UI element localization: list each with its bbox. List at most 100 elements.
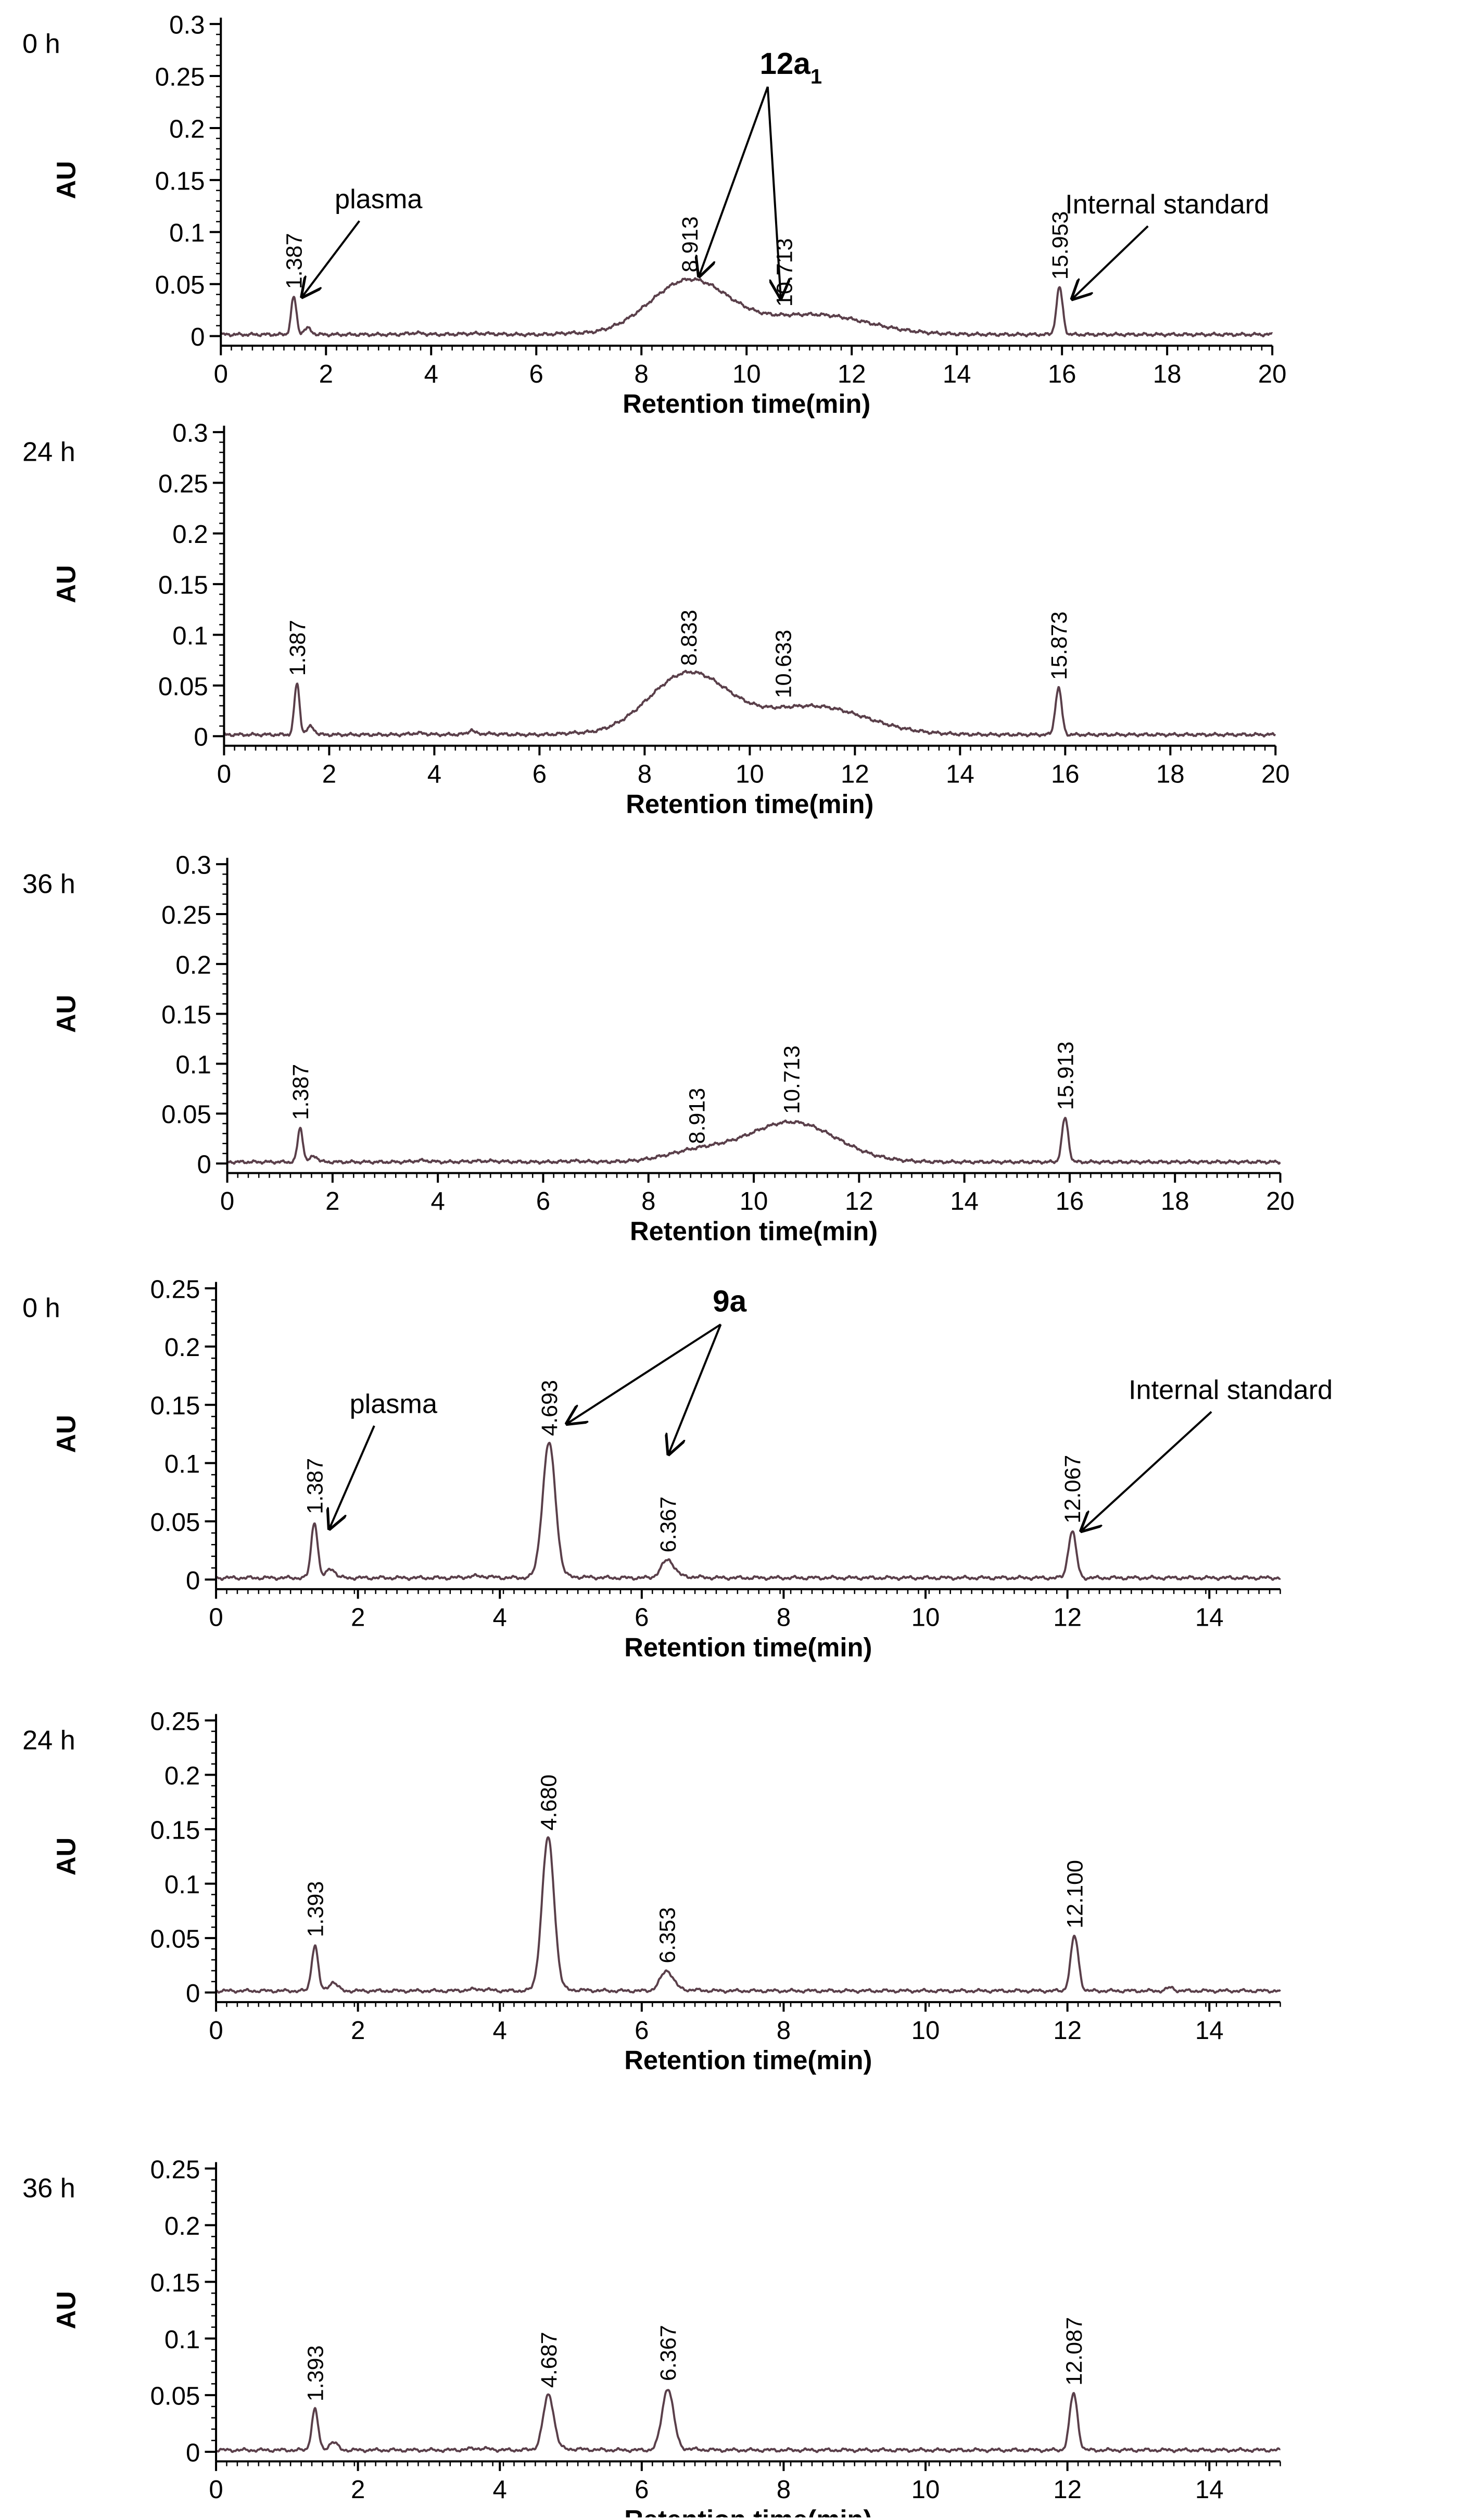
x-tick-label: 6 <box>635 1603 649 1632</box>
x-tick-label: 12 <box>1053 1603 1082 1632</box>
time-point-label: 36 h <box>22 869 75 900</box>
chromatogram-trace <box>223 669 1276 738</box>
x-tick-label: 10 <box>911 2016 940 2045</box>
x-tick-label: 12 <box>1053 2475 1082 2504</box>
y-tick-label: 0.25 <box>150 1275 200 1303</box>
y-tick-label: 0.15 <box>155 167 205 195</box>
chromatogram-panel: 0 2 4 6 8 10 12 14 0 0.05 0.1 0.15 0.2 0.25 Retention … <box>22 2155 1281 2520</box>
y-tick-label: 0.05 <box>150 1925 200 1954</box>
x-tick-label: 2 <box>319 360 333 388</box>
x-tick-label: 12 <box>841 759 869 788</box>
chromatogram-panel: 0 2 4 6 8 10 12 14 0 0.05 0.1 0.15 0.2 0.25 Retention … <box>22 1275 1333 1662</box>
x-tick-label: 14 <box>943 360 971 388</box>
peak-label: 10.713 <box>772 238 797 307</box>
x-tick-label: 16 <box>1051 759 1080 788</box>
peak-label: 12.087 <box>1062 2317 1087 2386</box>
y-tick-label: 0.1 <box>164 2325 200 2354</box>
x-tick-label: 4 <box>430 1187 445 1215</box>
x-tick-label: 0 <box>209 1603 223 1632</box>
chromatogram-panel: 0 2 4 6 8 10 12 14 16 18 20 0 0.05 0.1 0.15 0.2 0.25 0.3 R… <box>22 11 1286 419</box>
y-tick-label: 0.1 <box>175 1050 211 1079</box>
y-axis-label: AU <box>51 565 81 603</box>
compound-label: 12a1 <box>759 47 822 88</box>
y-axis-label: AU <box>51 161 81 199</box>
x-tick-label: 18 <box>1156 759 1185 788</box>
y-tick-label: 0.05 <box>155 271 205 299</box>
time-point-label: 36 h <box>22 2173 75 2204</box>
chromatogram-panel: 0 2 4 6 8 10 12 14 16 18 20 0 0.05 0.1 0.15 0.2 0.25 0.3 R… <box>22 851 1295 1246</box>
peak-label: 4.687 <box>537 2332 562 2388</box>
x-tick-label: 14 <box>946 759 974 788</box>
chromatogram-panel: 0 2 4 6 8 10 12 14 16 18 20 0 0.05 0.1 0.15 0.2 0.25 0.3 R… <box>22 419 1290 819</box>
x-tick-label: 14 <box>950 1187 979 1215</box>
y-tick-label: 0.05 <box>161 1100 211 1129</box>
x-tick-label: 12 <box>1053 2016 1082 2045</box>
x-tick-label: 6 <box>536 1187 550 1215</box>
x-tick-label: 4 <box>427 759 441 788</box>
peak-label: 8.913 <box>685 1088 710 1144</box>
compound-label: 9a <box>713 1285 746 1319</box>
x-tick-label: 0 <box>209 2475 223 2504</box>
peak-label: 15.873 <box>1047 612 1072 680</box>
peak-label: 12.100 <box>1063 1860 1088 1929</box>
compound-arrow <box>699 86 769 276</box>
y-tick-label: 0.15 <box>158 571 208 600</box>
y-tick-label: 0.2 <box>164 1762 200 1790</box>
peak-label: 1.387 <box>282 233 307 289</box>
annotation-arrow <box>330 1425 375 1528</box>
x-tick-label: 2 <box>351 2016 365 2045</box>
x-tick-label: 2 <box>322 759 336 788</box>
y-tick-label: 0.25 <box>150 2155 200 2184</box>
x-tick-label: 6 <box>533 759 547 788</box>
x-axis-label: Retention time(min) <box>630 1217 878 1246</box>
y-axis-label: AU <box>51 1415 81 1453</box>
x-tick-label: 2 <box>351 2475 365 2504</box>
y-tick-label: 0.2 <box>164 1333 200 1362</box>
compound-arrow <box>669 1324 722 1453</box>
chromatogram-trace <box>220 277 1273 338</box>
y-tick-label: 0.05 <box>158 672 208 701</box>
y-tick-label: 0 <box>197 1150 211 1179</box>
y-tick-label: 0 <box>194 723 208 752</box>
x-axis-label: Retention time(min) <box>623 389 870 419</box>
peak-label: 1.387 <box>288 1064 313 1120</box>
x-tick-label: 14 <box>1195 2475 1224 2504</box>
y-tick-label: 0.2 <box>164 2212 200 2240</box>
x-tick-label: 12 <box>845 1187 873 1215</box>
x-tick-label: 6 <box>635 2475 649 2504</box>
y-tick-label: 0.25 <box>161 901 211 929</box>
peak-label: 6.367 <box>656 2325 681 2381</box>
x-tick-label: 16 <box>1056 1187 1084 1215</box>
x-tick-label: 6 <box>529 360 543 388</box>
x-axis-label: Retention time(min) <box>624 2045 872 2075</box>
y-tick-label: 0.25 <box>158 470 208 498</box>
y-tick-label: 0.1 <box>164 1870 200 1899</box>
chromatogram-panel: 0 2 4 6 8 10 12 14 0 0.05 0.1 0.15 0.2 0.25 Retention … <box>22 1707 1282 2075</box>
annotation-label: plasma <box>335 184 423 214</box>
chromatogram-trace <box>216 2389 1281 2453</box>
x-tick-label: 8 <box>638 759 652 788</box>
x-tick-label: 10 <box>732 360 761 388</box>
peak-label: 6.353 <box>655 1907 680 1964</box>
x-tick-label: 8 <box>635 360 649 388</box>
y-tick-label: 0.2 <box>169 115 205 143</box>
chromatogram-trace <box>216 1836 1282 1994</box>
x-tick-label: 2 <box>351 1603 365 1632</box>
x-tick-label: 8 <box>777 2016 791 2045</box>
y-axis-label: AU <box>51 1838 81 1876</box>
peak-label: 12.067 <box>1060 1455 1085 1524</box>
peak-label: 1.393 <box>303 1881 328 1938</box>
y-tick-label: 0.2 <box>172 520 208 549</box>
x-tick-label: 0 <box>214 360 228 388</box>
x-tick-label: 10 <box>740 1187 768 1215</box>
x-tick-label: 14 <box>1195 1603 1224 1632</box>
x-tick-label: 12 <box>838 360 866 388</box>
x-axis-label: Retention time(min) <box>624 2505 872 2517</box>
annotation-label: plasma <box>350 1389 438 1419</box>
chromatogram-trace <box>215 1441 1281 1581</box>
y-tick-label: 0.25 <box>150 1707 200 1736</box>
x-tick-label: 2 <box>325 1187 339 1215</box>
y-tick-label: 0 <box>191 323 205 351</box>
y-tick-label: 0.05 <box>150 2382 200 2411</box>
y-tick-label: 0.2 <box>175 951 211 979</box>
